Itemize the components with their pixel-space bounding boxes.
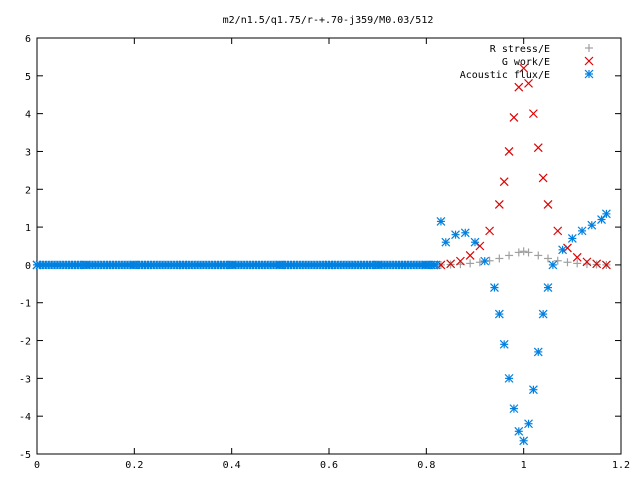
legend-label: R stress/E bbox=[490, 44, 550, 55]
data-point bbox=[538, 309, 548, 319]
data-point bbox=[543, 199, 553, 209]
data-point bbox=[533, 347, 543, 357]
x-tick-label: 0.2 bbox=[125, 460, 143, 471]
data-point bbox=[543, 283, 553, 293]
data-point bbox=[587, 220, 597, 230]
data-point bbox=[524, 248, 533, 257]
data-point bbox=[499, 339, 509, 349]
x-tick-label: 1 bbox=[521, 460, 527, 471]
data-point bbox=[538, 173, 548, 183]
y-tick-label: -2 bbox=[19, 337, 31, 348]
data-point bbox=[504, 373, 514, 383]
data-point bbox=[533, 143, 543, 153]
data-point bbox=[465, 251, 475, 260]
data-point bbox=[470, 237, 480, 247]
data-point bbox=[475, 258, 484, 267]
data-point bbox=[495, 254, 504, 263]
data-point bbox=[528, 385, 538, 395]
data-point bbox=[573, 259, 582, 268]
y-tick-label: -3 bbox=[19, 374, 31, 385]
data-point bbox=[534, 251, 543, 260]
y-tick-label: 0 bbox=[25, 261, 31, 272]
data-point bbox=[563, 258, 572, 267]
legend-marker bbox=[585, 44, 593, 52]
data-point bbox=[514, 248, 523, 257]
data-point bbox=[446, 259, 456, 269]
data-point bbox=[514, 426, 524, 436]
data-point bbox=[475, 241, 485, 251]
data-point bbox=[577, 226, 587, 236]
data-point bbox=[519, 436, 529, 446]
y-tick-label: -1 bbox=[19, 299, 31, 310]
x-tick-label: 0.8 bbox=[417, 460, 435, 471]
x-tick-label: 1.2 bbox=[612, 460, 630, 471]
data-point bbox=[601, 209, 611, 219]
data-point bbox=[524, 78, 533, 88]
data-point bbox=[514, 82, 524, 92]
data-point bbox=[592, 259, 602, 269]
data-point bbox=[553, 256, 562, 265]
y-tick-label: 6 bbox=[25, 34, 31, 45]
data-point bbox=[544, 254, 552, 263]
data-point bbox=[567, 234, 577, 243]
data-point bbox=[572, 252, 582, 262]
data-point bbox=[436, 216, 446, 226]
legend-marker bbox=[584, 56, 594, 66]
y-tick-label: 1 bbox=[25, 223, 31, 234]
data-point bbox=[582, 257, 592, 267]
data-point bbox=[494, 309, 504, 319]
data-point bbox=[528, 109, 538, 119]
y-tick-label: -4 bbox=[19, 412, 31, 423]
data-point bbox=[460, 228, 470, 238]
data-point bbox=[490, 283, 499, 293]
series-1 bbox=[436, 63, 611, 270]
data-point bbox=[558, 245, 568, 255]
data-point bbox=[548, 260, 558, 270]
legend: R stress/E G work/E Acoustic flux/E bbox=[460, 44, 594, 81]
data-point bbox=[429, 260, 439, 270]
x-tick-label: 0.4 bbox=[223, 460, 241, 471]
legend-marker bbox=[584, 69, 594, 79]
data-point bbox=[553, 226, 563, 236]
data-point bbox=[505, 251, 514, 260]
y-tick-label: 2 bbox=[25, 185, 31, 196]
data-point bbox=[519, 63, 529, 73]
axes: 0 0.2 0.4 0.6 0.8 1 1.2 -5 -4 -3 -2 -1 0 1 2 3 4 5 6 bbox=[19, 34, 630, 471]
data-point bbox=[494, 199, 504, 209]
data-point bbox=[485, 226, 495, 236]
x-tick-label: 0.6 bbox=[320, 460, 338, 471]
data-marks bbox=[32, 63, 611, 446]
data-point bbox=[524, 419, 533, 429]
data-point bbox=[563, 243, 572, 253]
x-tick-label: 0 bbox=[34, 460, 40, 471]
series-2 bbox=[32, 209, 611, 446]
y-tick-label: 5 bbox=[25, 72, 31, 83]
data-point bbox=[451, 230, 460, 240]
data-point bbox=[499, 177, 509, 187]
data-point bbox=[466, 259, 475, 268]
data-point bbox=[504, 147, 514, 156]
y-tick-label: -5 bbox=[19, 450, 31, 461]
data-point bbox=[480, 256, 490, 266]
legend-label: Acoustic flux/E bbox=[460, 70, 550, 81]
y-tick-label: 3 bbox=[25, 147, 31, 158]
data-point bbox=[519, 247, 528, 256]
data-point bbox=[509, 404, 519, 414]
legend-label: G work/E bbox=[502, 57, 550, 68]
chart-title: m2/n1.5/q1.75/r-+.70-j359/M0.03/512 bbox=[223, 15, 434, 26]
data-point bbox=[509, 112, 519, 122]
data-point bbox=[441, 237, 451, 247]
data-point bbox=[601, 260, 611, 270]
data-point bbox=[455, 256, 465, 266]
y-tick-label: 4 bbox=[25, 110, 31, 121]
